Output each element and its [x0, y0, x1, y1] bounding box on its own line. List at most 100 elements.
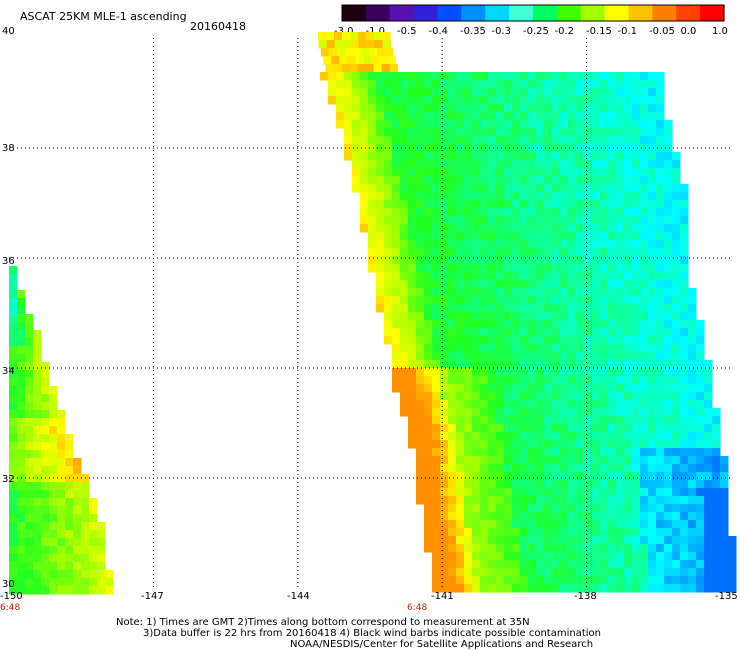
wind-cell	[504, 344, 513, 353]
wind-cell	[672, 320, 681, 329]
wind-cell	[392, 112, 401, 121]
wind-cell	[608, 432, 617, 441]
wind-cell	[65, 586, 74, 595]
colorbar-cell	[676, 5, 701, 21]
wind-cell	[17, 378, 26, 387]
wind-cell	[592, 216, 601, 225]
wind-cell	[560, 352, 569, 361]
wind-cell	[584, 272, 593, 281]
wind-cell	[528, 312, 537, 321]
wind-cell	[496, 512, 505, 521]
wind-cell	[464, 312, 473, 321]
wind-cell	[376, 104, 385, 113]
wind-cell	[456, 552, 465, 561]
wind-cell	[496, 160, 505, 169]
wind-cell	[640, 400, 649, 409]
wind-cell	[17, 418, 26, 427]
wind-cell	[504, 456, 513, 465]
wind-cell	[536, 184, 545, 193]
wind-cell	[600, 232, 609, 241]
wind-cell	[408, 88, 417, 97]
wind-cell	[656, 336, 665, 345]
wind-cell	[408, 208, 417, 217]
wind-cell	[608, 544, 617, 553]
wind-cell	[656, 416, 665, 425]
wind-cell	[528, 472, 537, 481]
wind-cell	[656, 88, 665, 97]
wind-cell	[696, 464, 705, 473]
wind-cell	[600, 208, 609, 217]
wind-cell	[440, 288, 449, 297]
wind-cell	[440, 128, 449, 137]
wind-cell	[392, 168, 401, 177]
wind-cell	[400, 336, 409, 345]
wind-cell	[624, 352, 633, 361]
wind-cell	[584, 320, 593, 329]
wind-cell	[25, 490, 34, 499]
wind-cell	[656, 184, 665, 193]
wind-cell	[632, 320, 641, 329]
wind-cell	[472, 80, 481, 89]
wind-cell	[624, 288, 633, 297]
wind-cell	[496, 320, 505, 329]
wind-cell	[488, 112, 497, 121]
wind-cell	[392, 336, 401, 345]
wind-cell	[357, 64, 367, 73]
wind-cell	[504, 88, 513, 97]
wind-cell	[624, 256, 633, 265]
wind-cell	[25, 370, 34, 379]
wind-cell	[560, 224, 569, 233]
wind-cell	[352, 48, 362, 57]
wind-cell	[616, 560, 625, 569]
wind-cell	[528, 136, 537, 145]
wind-cell	[728, 576, 737, 585]
wind-cell	[576, 432, 585, 441]
wind-cell	[528, 432, 537, 441]
wind-cell	[480, 160, 489, 169]
wind-cell	[560, 248, 569, 257]
wind-cell	[600, 128, 609, 137]
wind-cell	[640, 416, 649, 425]
wind-cell	[552, 320, 561, 329]
wind-cell	[512, 424, 521, 433]
wind-cell	[416, 216, 425, 225]
wind-cell	[584, 440, 593, 449]
wind-cell	[616, 192, 625, 201]
wind-cell	[81, 578, 90, 587]
wind-cell	[512, 152, 521, 161]
wind-cell	[576, 168, 585, 177]
wind-cell	[384, 248, 393, 257]
wind-cell	[592, 488, 601, 497]
wind-cell	[416, 240, 425, 249]
wind-cell	[696, 504, 705, 513]
wind-cell	[520, 352, 529, 361]
wind-cell	[41, 546, 50, 555]
wind-cell	[528, 112, 537, 121]
wind-cell	[496, 360, 505, 369]
wind-cell	[456, 520, 465, 529]
wind-cell	[640, 184, 649, 193]
wind-cell	[464, 240, 473, 249]
wind-cell	[416, 152, 425, 161]
wind-cell	[680, 272, 689, 281]
wind-cell	[680, 480, 689, 489]
wind-cell	[464, 72, 473, 81]
wind-cell	[584, 512, 593, 521]
wind-cell	[512, 184, 521, 193]
wind-cell	[568, 424, 577, 433]
wind-cell	[528, 96, 537, 105]
wind-cell	[704, 400, 713, 409]
wind-cell	[472, 136, 481, 145]
wind-cell	[664, 240, 673, 249]
wind-cell	[576, 96, 585, 105]
wind-cell	[680, 224, 689, 233]
wind-cell	[416, 264, 425, 273]
wind-cell	[592, 464, 601, 473]
wind-cell	[608, 160, 617, 169]
wind-cell	[392, 320, 401, 329]
wind-cell	[416, 416, 425, 425]
wind-cell	[9, 426, 18, 435]
wind-cell	[600, 248, 609, 257]
wind-cell	[608, 304, 617, 313]
wind-cell	[25, 322, 34, 331]
